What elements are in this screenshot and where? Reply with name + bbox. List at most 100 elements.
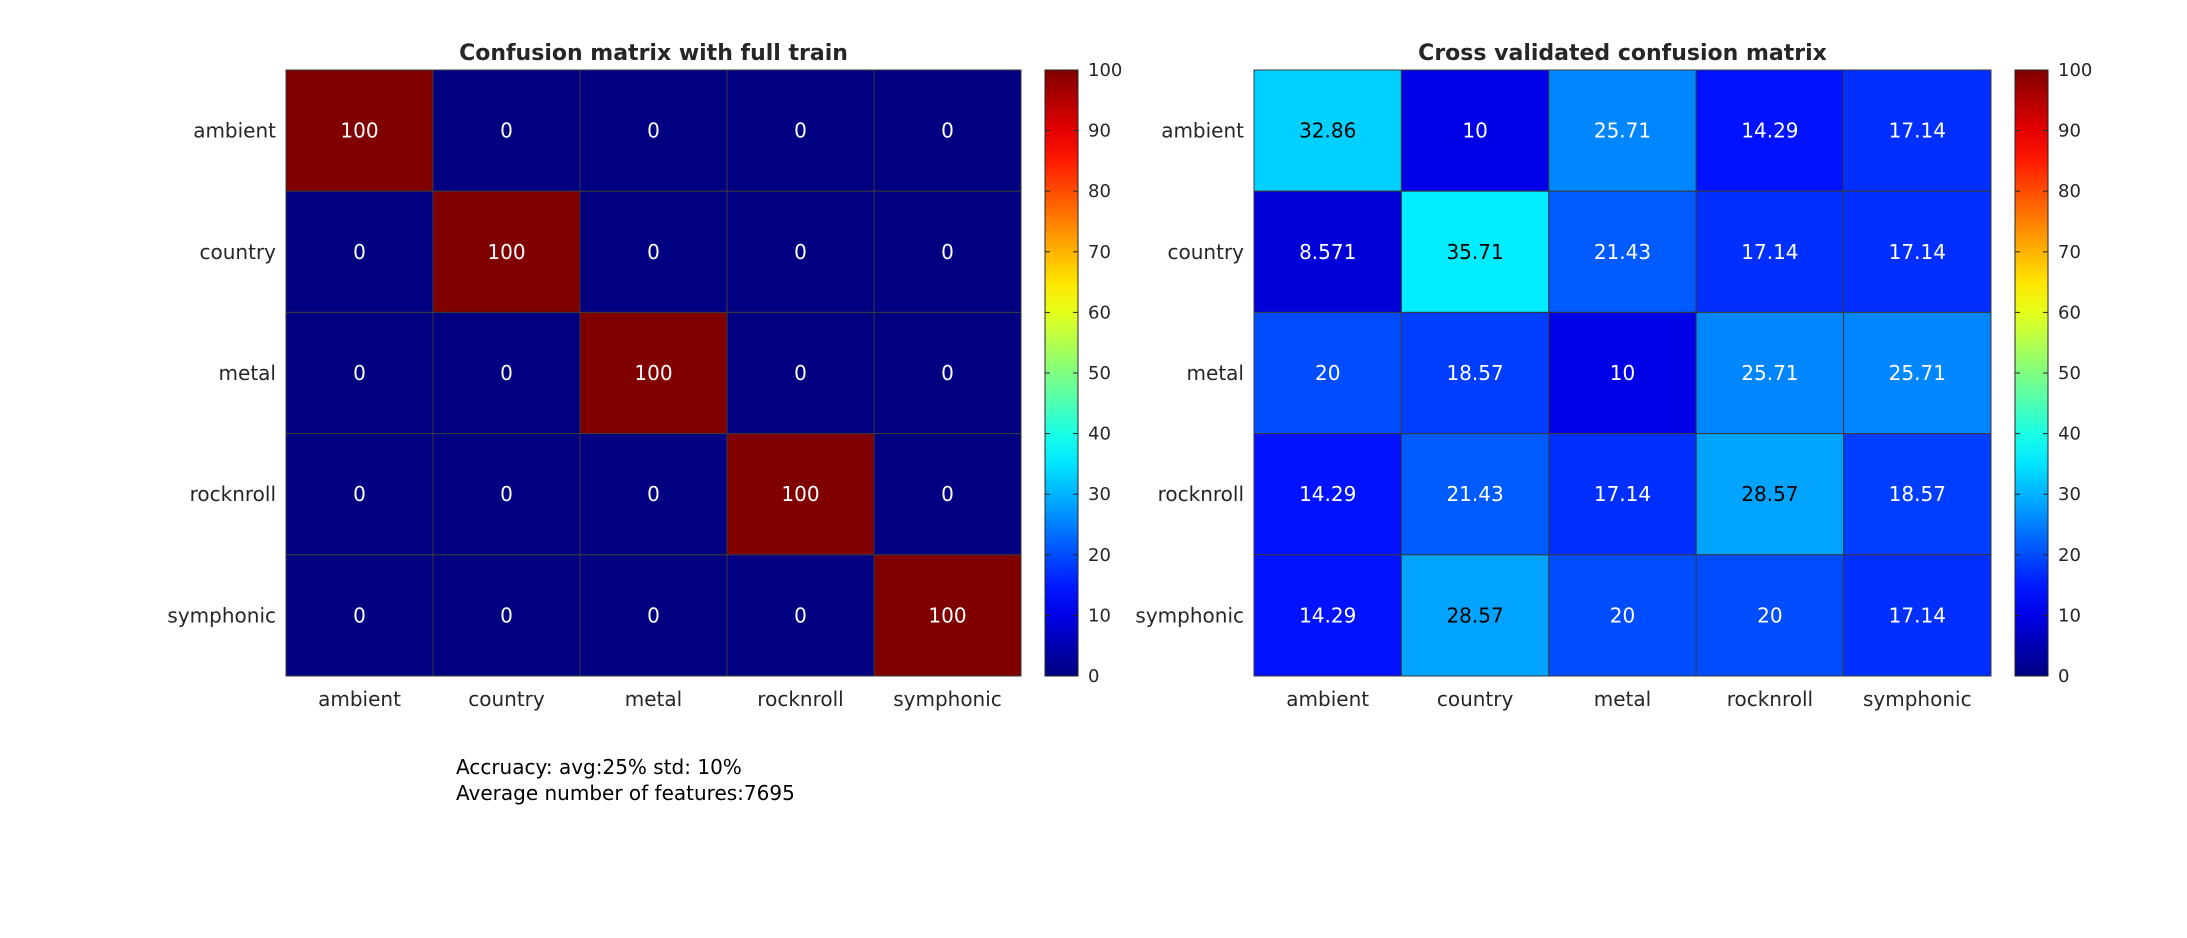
cell-label: 14.29 xyxy=(1299,482,1356,506)
cell-label: 14.29 xyxy=(1299,603,1356,627)
heatmap-cell xyxy=(1548,311,1697,435)
cell-label: 100 xyxy=(487,240,525,264)
cell-label: 21.43 xyxy=(1446,482,1503,506)
row-label: metal xyxy=(1187,361,1244,385)
cell-label: 10 xyxy=(1462,119,1487,143)
heatmap-panel-2: Cross validated confusion matrix 32.86 10 2… xyxy=(1135,41,2092,711)
colorbar-tick-label: 30 xyxy=(2058,484,2081,505)
row-label: country xyxy=(200,240,277,264)
cell-label: 0 xyxy=(941,361,954,385)
heatmap-cell xyxy=(1548,69,1697,192)
cell-label: 0 xyxy=(941,119,954,143)
heatmap-cell xyxy=(432,311,581,435)
row-label: symphonic xyxy=(167,603,276,627)
cell-label: 0 xyxy=(500,119,513,143)
column-label: metal xyxy=(1594,687,1651,711)
cell-label: 8.571 xyxy=(1299,240,1356,264)
colorbar-tick-label: 50 xyxy=(1088,363,1111,384)
column-label: country xyxy=(468,687,545,711)
heatmap-cell xyxy=(726,69,875,192)
colorbar-tick-label: 90 xyxy=(2058,121,2081,142)
colorbar-tick-label: 80 xyxy=(1088,181,1111,202)
cell-label: 10 xyxy=(1610,361,1635,385)
cell-label: 0 xyxy=(353,361,366,385)
cell-label: 0 xyxy=(500,482,513,506)
colorbar-tick-label: 80 xyxy=(2058,181,2081,202)
cell-label: 25.71 xyxy=(1594,119,1651,143)
heatmap-cell xyxy=(873,433,1022,556)
cell-label: 0 xyxy=(500,603,513,627)
cell-label: 0 xyxy=(794,240,807,264)
cell-label: 18.57 xyxy=(1446,361,1503,385)
chart-title: Cross validated confusion matrix xyxy=(1418,41,1827,66)
colorbar-tick-label: 60 xyxy=(2058,302,2081,323)
heatmap-cell xyxy=(579,554,728,677)
cell-label: 17.14 xyxy=(1889,119,1946,143)
heatmap-cell xyxy=(1695,554,1845,677)
cell-label: 14.29 xyxy=(1741,119,1798,143)
cell-label: 100 xyxy=(928,603,966,627)
cell-label: 25.71 xyxy=(1741,361,1798,385)
cell-label: 0 xyxy=(353,482,366,506)
heatmap-cell xyxy=(432,69,581,192)
cell-label: 17.14 xyxy=(1741,240,1798,264)
row-label: ambient xyxy=(1161,119,1244,143)
cell-label: 0 xyxy=(941,482,954,506)
heatmap-cell xyxy=(873,190,1022,313)
colorbar-tick-label: 60 xyxy=(1088,302,1111,323)
colorbar xyxy=(2014,69,2049,677)
heatmap-cell xyxy=(1843,433,1992,556)
column-label: ambient xyxy=(1286,687,1369,711)
heatmap-cell xyxy=(1253,190,1402,313)
cell-label: 0 xyxy=(647,119,660,143)
heatmap-cell xyxy=(1253,69,1402,192)
colorbar-tick-label: 100 xyxy=(1088,60,1122,81)
heatmap-cell xyxy=(1400,554,1550,677)
colorbar-tick-label: 70 xyxy=(2058,242,2081,263)
cell-label: 21.43 xyxy=(1594,240,1651,264)
cell-label: 17.14 xyxy=(1889,240,1946,264)
column-label: metal xyxy=(625,687,682,711)
row-label: country xyxy=(1168,240,1245,264)
colorbar-tick-label: 10 xyxy=(1088,605,1111,626)
colorbar-tick-label: 20 xyxy=(1088,545,1111,566)
cell-label: 100 xyxy=(340,119,378,143)
cell-label: 0 xyxy=(353,240,366,264)
accuracy-note: Accruacy: avg:25% std: 10% xyxy=(456,755,742,779)
colorbar-tick-label: 20 xyxy=(2058,545,2081,566)
heatmap-cell xyxy=(1695,190,1845,313)
cell-label: 25.71 xyxy=(1889,361,1946,385)
heatmap-cell xyxy=(1400,69,1550,192)
cell-label: 20 xyxy=(1610,603,1635,627)
cell-label: 0 xyxy=(647,603,660,627)
heatmap-cell xyxy=(1548,433,1697,556)
column-label: rocknroll xyxy=(757,687,843,711)
colorbar-tick-label: 40 xyxy=(2058,424,2081,445)
column-label: country xyxy=(1437,687,1514,711)
cell-label: 28.57 xyxy=(1446,603,1503,627)
cell-label: 0 xyxy=(647,240,660,264)
heatmap-cell xyxy=(579,311,728,435)
row-label: rocknroll xyxy=(1158,482,1244,506)
row-label: metal xyxy=(219,361,276,385)
heatmap-cell xyxy=(873,69,1022,192)
column-label: rocknroll xyxy=(1727,687,1813,711)
cell-label: 20 xyxy=(1757,603,1782,627)
cell-label: 17.14 xyxy=(1594,482,1651,506)
row-label: symphonic xyxy=(1135,603,1244,627)
heatmap-cell xyxy=(1400,190,1550,313)
cell-label: 0 xyxy=(794,603,807,627)
cell-label: 28.57 xyxy=(1741,482,1798,506)
heatmap-cell xyxy=(285,554,434,677)
heatmap-cell xyxy=(1253,554,1402,677)
column-label: ambient xyxy=(318,687,401,711)
cell-label: 0 xyxy=(794,119,807,143)
cell-label: 0 xyxy=(647,482,660,506)
cell-label: 35.71 xyxy=(1446,240,1503,264)
heatmap-cell xyxy=(285,433,434,556)
colorbar-tick-label: 90 xyxy=(1088,121,1111,142)
column-label: symphonic xyxy=(893,687,1002,711)
heatmap-cell xyxy=(1253,433,1402,556)
